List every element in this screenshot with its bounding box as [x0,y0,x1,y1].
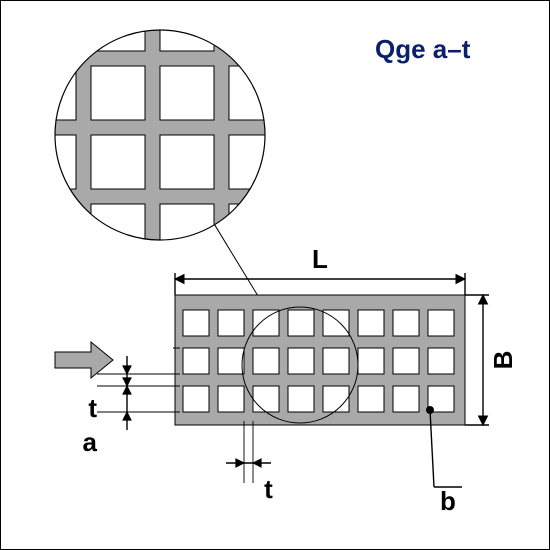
label-t-bottom: t [264,474,273,504]
magnified-detail [22,0,352,327]
diagram-canvas: LBttatatb [0,0,550,550]
perforated-plate [175,295,465,425]
diagram-title: Qge a–t [375,34,470,65]
label-a: a [83,427,98,457]
svg-text:B: B [488,351,518,370]
label-b: b [440,486,456,516]
label-t-side: t [88,393,97,423]
svg-text:L: L [312,244,328,274]
